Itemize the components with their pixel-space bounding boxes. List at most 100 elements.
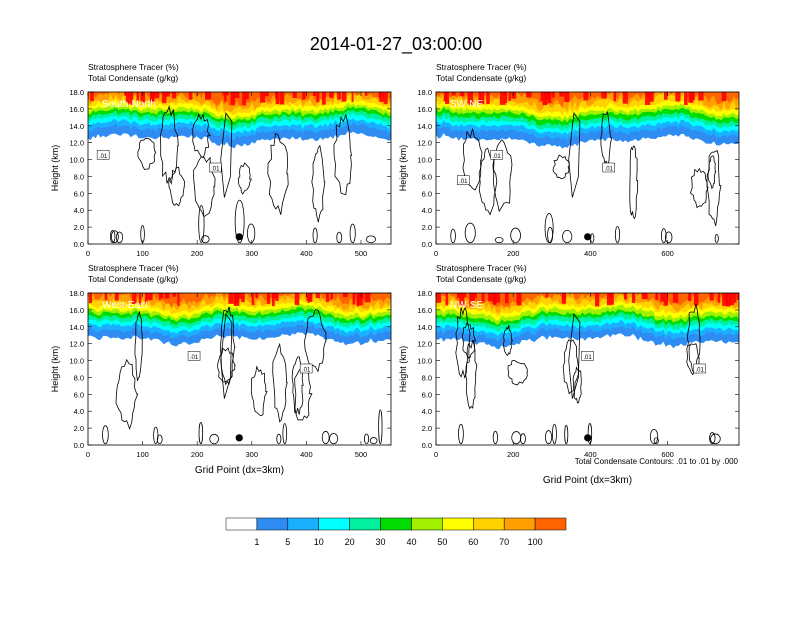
tracer-streak: [147, 293, 153, 301]
tracer-streak: [516, 293, 522, 306]
contour-label: .01: [459, 179, 468, 185]
condensate-contour: [276, 433, 282, 445]
condensate-contour: [714, 234, 719, 244]
tracer-streak: [492, 293, 497, 305]
tracer-streak: [259, 92, 266, 103]
tracer-streak: [545, 293, 549, 298]
condensate-contour: [321, 430, 330, 445]
condensate-contour: [198, 204, 205, 244]
tracer-streak: [690, 92, 695, 101]
tracer-streak: [316, 92, 320, 103]
x-tick-label: 200: [191, 450, 204, 459]
tracer-streak: [445, 293, 449, 306]
condensate-contour: [115, 358, 139, 431]
tracer-streak: [445, 92, 450, 105]
contour-label: .01: [190, 355, 199, 361]
tracer-streak: [540, 92, 543, 102]
y-tick-label: 14.0: [417, 323, 432, 332]
tracer-streak: [356, 293, 363, 306]
tracer-streak: [150, 92, 155, 103]
tracer-streak: [378, 92, 382, 99]
tracer-streak: [469, 293, 472, 307]
tracer-streak: [230, 92, 235, 106]
tracer-streak: [161, 92, 167, 104]
contour-label-box: [457, 175, 470, 185]
tracer-streak: [264, 92, 269, 97]
contour-label-box: [187, 351, 201, 361]
plot-frame: [87, 91, 392, 245]
contour-label: .01: [302, 368, 311, 374]
tracer-streak: [242, 92, 247, 106]
x-tick-label: 600: [661, 249, 674, 258]
y-tick-label: 6.0: [74, 189, 84, 198]
tracer-band-10: [88, 293, 391, 308]
condensate-contour: [267, 132, 289, 215]
figure-title: 2014-01-27_03:00:00: [310, 34, 482, 55]
condensate-contour: [686, 303, 701, 374]
tracer-streak: [228, 293, 234, 304]
colorbar-label: 5: [285, 537, 290, 547]
condensate-contour: [110, 230, 119, 244]
tracer-streak: [623, 293, 628, 300]
x-tick-label: 400: [300, 450, 313, 459]
tracer-streak: [451, 92, 456, 96]
tracer-streak: [384, 92, 388, 105]
tracer-streak: [693, 293, 699, 306]
y-tick-label: 8.0: [422, 373, 432, 382]
panel-title-condensate: Total Condensate (g/kg): [88, 73, 178, 83]
condensate-contours: [102, 306, 383, 445]
y-tick-label: 4.0: [422, 206, 432, 215]
y-tick-label: 4.0: [74, 206, 84, 215]
tracer-streak: [725, 293, 731, 307]
condensate-contour: [710, 433, 721, 445]
condensate-tower-contour: [220, 313, 233, 399]
tracer-streak: [698, 92, 704, 101]
contour-label: .01: [583, 355, 592, 361]
tracer-streak: [709, 293, 714, 301]
condensate-contour: [304, 309, 327, 373]
tracer-streak: [275, 92, 278, 99]
contour-label: .01: [605, 167, 614, 173]
tracer-streak: [337, 92, 341, 100]
tracer-streak: [205, 92, 210, 100]
tracer-streak: [486, 92, 490, 104]
colorbar-label: 20: [345, 537, 355, 547]
y-tick-label: 14.0: [69, 122, 84, 131]
condensate-contour: [653, 437, 659, 445]
condensate-contour: [544, 212, 554, 244]
tracer-streak: [729, 293, 735, 306]
y-tick-label: 6.0: [74, 390, 84, 399]
condensate-contour: [450, 228, 456, 244]
condensate-contour: [237, 162, 253, 195]
tracer-streak: [649, 92, 654, 102]
condensate-contour: [333, 113, 352, 196]
colorbar-box: [473, 517, 505, 531]
y-tick-label: 0.0: [422, 240, 432, 249]
tracer-streak: [266, 293, 271, 304]
condensate-contour: [690, 167, 709, 209]
tracer-streak: [664, 92, 668, 100]
tracer-streak: [722, 293, 728, 307]
y-tick-label: 0.0: [422, 441, 432, 450]
cross-section-label: South-North: [102, 99, 156, 110]
panel-title-condensate: Total Condensate (g/kg): [436, 274, 526, 284]
condensate-contour: [494, 236, 504, 244]
condensate-contour: [544, 430, 553, 445]
colorbar-box: [380, 517, 412, 531]
condensate-tower-contour: [568, 112, 581, 198]
y-tick-label: 12.0: [417, 340, 432, 349]
condensate-contour: [250, 365, 268, 417]
panels: .01 .01 South-North Stratosphere Tracer (%)…: [50, 62, 740, 486]
condensate-contour: [365, 235, 377, 244]
panel-title-tracer: Stratosphere Tracer (%): [436, 62, 527, 72]
y-tick-label: 2.0: [422, 424, 432, 433]
tracer-streak: [480, 92, 485, 105]
x-axis-label: Grid Point (dx=3km): [195, 465, 284, 476]
location-marker: [235, 233, 243, 241]
condensate-contour: [168, 166, 186, 207]
tracer-streak: [312, 92, 316, 97]
tracer-streak: [294, 293, 300, 306]
panel-title-tracer: Stratosphere Tracer (%): [88, 62, 179, 72]
colorbar-label: 70: [499, 537, 509, 547]
x-tick-label: 0: [434, 450, 438, 459]
